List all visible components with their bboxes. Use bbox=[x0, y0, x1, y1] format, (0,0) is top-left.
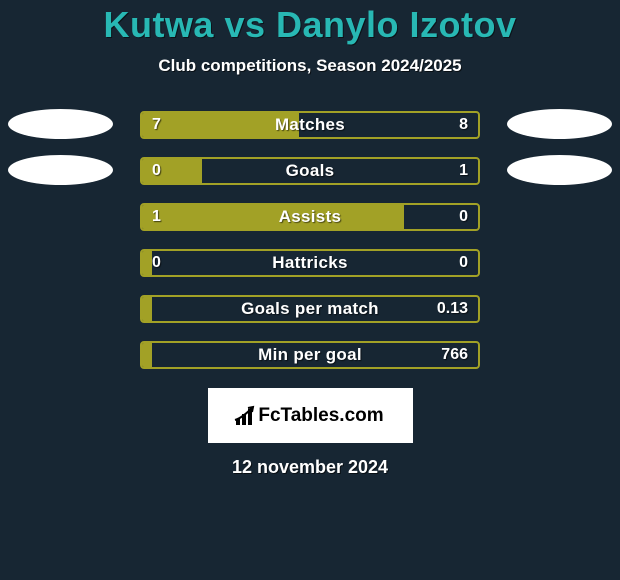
stat-label: Assists bbox=[142, 205, 478, 229]
brand-label: FcTables.com bbox=[258, 405, 383, 427]
stat-rows: 78Matches 01Goals 10Assists 00Hattricks 0.13… bbox=[0, 106, 620, 382]
avatar-right bbox=[507, 109, 612, 139]
stat-label: Matches bbox=[142, 113, 478, 137]
stat-bar: 01Goals bbox=[140, 157, 480, 185]
page-title: Kutwa vs Danylo Izotov bbox=[0, 4, 620, 46]
stat-bar: 78Matches bbox=[140, 111, 480, 139]
avatar-left bbox=[8, 109, 113, 139]
comparison-infographic: Kutwa vs Danylo Izotov Club competitions… bbox=[0, 0, 620, 478]
subtitle: Club competitions, Season 2024/2025 bbox=[0, 56, 620, 76]
arrow-icon bbox=[234, 405, 256, 423]
avatar-right bbox=[507, 155, 612, 185]
stat-bar: 10Assists bbox=[140, 203, 480, 231]
brand-box: FcTables.com bbox=[208, 388, 413, 443]
stat-label: Min per goal bbox=[142, 343, 478, 367]
stat-label: Goals bbox=[142, 159, 478, 183]
stat-row: 10Assists bbox=[0, 198, 620, 244]
stat-row: 0.13Goals per match bbox=[0, 290, 620, 336]
stat-label: Hattricks bbox=[142, 251, 478, 275]
stat-bar: 00Hattricks bbox=[140, 249, 480, 277]
avatar-left bbox=[8, 155, 113, 185]
bar-chart-icon bbox=[236, 407, 252, 425]
stat-bar: 0.13Goals per match bbox=[140, 295, 480, 323]
date-label: 12 november 2024 bbox=[0, 457, 620, 478]
stat-row: 766Min per goal bbox=[0, 336, 620, 382]
stat-bar: 766Min per goal bbox=[140, 341, 480, 369]
stat-label: Goals per match bbox=[142, 297, 478, 321]
stat-row: 78Matches bbox=[0, 106, 620, 152]
stat-row: 01Goals bbox=[0, 152, 620, 198]
stat-row: 00Hattricks bbox=[0, 244, 620, 290]
